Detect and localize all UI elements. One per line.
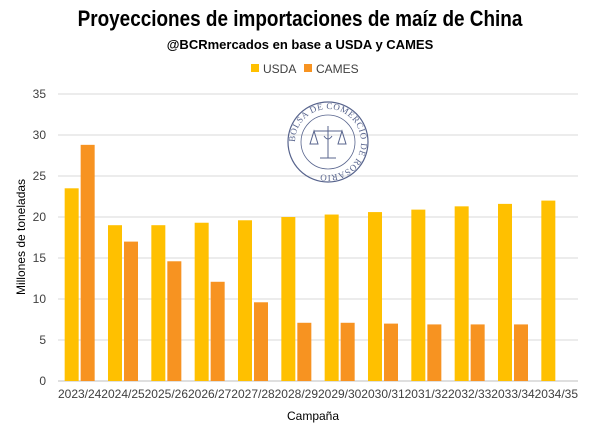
x-tick-label: 2024/25 <box>101 387 145 401</box>
x-tick-label: 2030/31 <box>361 387 405 401</box>
y-tick-label: 5 <box>39 333 46 347</box>
x-tick-label: 2033/34 <box>491 387 535 401</box>
bar-usda-2030-31 <box>368 212 382 381</box>
x-tick-label: 2028/29 <box>275 387 319 401</box>
x-tick-label: 2027/28 <box>231 387 275 401</box>
legend: USDA CAMES <box>251 62 359 76</box>
x-tick-label: 2025/26 <box>145 387 189 401</box>
bar-cames-2030-31 <box>384 323 398 381</box>
x-tick-label: 2023/24 <box>58 387 102 401</box>
y-axis-ticks: 0 5 10 15 20 25 30 35 <box>33 87 47 388</box>
y-tick-label: 25 <box>33 169 47 183</box>
bar-cames-2023-24 <box>80 144 95 381</box>
bar-usda-2024-25 <box>108 225 122 381</box>
bar-usda-2027-28 <box>238 220 252 381</box>
bar-usda-2028-29 <box>281 217 296 381</box>
chart-title: Proyecciones de importaciones de maíz de… <box>77 6 523 31</box>
bar-usda-2029-30 <box>324 214 339 381</box>
y-axis-title: Millones de toneladas <box>14 179 28 295</box>
seal-outer-ring <box>287 101 369 183</box>
legend-label-usda: USDA <box>263 62 296 76</box>
watermark-seal: BOLSA DE COMERCIO DE ROSARIO <box>287 101 369 183</box>
bar-usda-2033-34 <box>498 203 512 381</box>
legend-swatch-usda <box>251 64 259 72</box>
y-tick-label: 35 <box>33 87 47 101</box>
y-tick-label: 0 <box>39 374 46 388</box>
bar-usda-2023-24 <box>64 188 79 381</box>
x-tick-label: 2026/27 <box>188 387 232 401</box>
y-tick-label: 10 <box>33 292 47 306</box>
bar-cames-2024-25 <box>124 241 138 381</box>
x-tick-label: 2031/32 <box>405 387 449 401</box>
legend-label-cames: CAMES <box>316 62 359 76</box>
y-tick-label: 30 <box>33 128 47 142</box>
bar-cames-2032-33 <box>470 324 485 381</box>
bar-cames-2033-34 <box>514 324 528 381</box>
bar-cames-2029-30 <box>340 322 355 381</box>
legend-swatch-cames <box>304 64 312 72</box>
seal-inner-ring <box>300 114 356 170</box>
bar-usda-2025-26 <box>151 225 166 381</box>
bar-cames-2027-28 <box>254 302 268 381</box>
x-tick-label: 2034/35 <box>535 387 579 401</box>
gridlines <box>58 93 578 382</box>
x-tick-label: 2032/33 <box>448 387 492 401</box>
bar-usda-2026-27 <box>194 222 209 381</box>
bar-usda-2034-35 <box>541 200 556 381</box>
bar-cames-2028-29 <box>297 322 312 381</box>
y-tick-label: 20 <box>33 210 47 224</box>
scales-of-justice-icon <box>309 126 347 159</box>
x-axis-ticks: 2023/24 2024/25 2025/26 2026/27 2027/28 2028/… <box>58 387 578 401</box>
x-axis-title: Campaña <box>287 409 339 423</box>
chart-subtitle: @BCRmercados en base a USDA y CAMES <box>166 37 434 52</box>
bar-usda-2032-33 <box>454 206 469 381</box>
bar-cames-2031-32 <box>427 324 442 381</box>
x-tick-label: 2029/30 <box>318 387 362 401</box>
bar-cames-2026-27 <box>210 281 225 381</box>
bars <box>64 144 556 381</box>
bar-cames-2025-26 <box>167 261 182 381</box>
y-tick-label: 15 <box>33 251 47 265</box>
bar-usda-2031-32 <box>411 209 426 381</box>
